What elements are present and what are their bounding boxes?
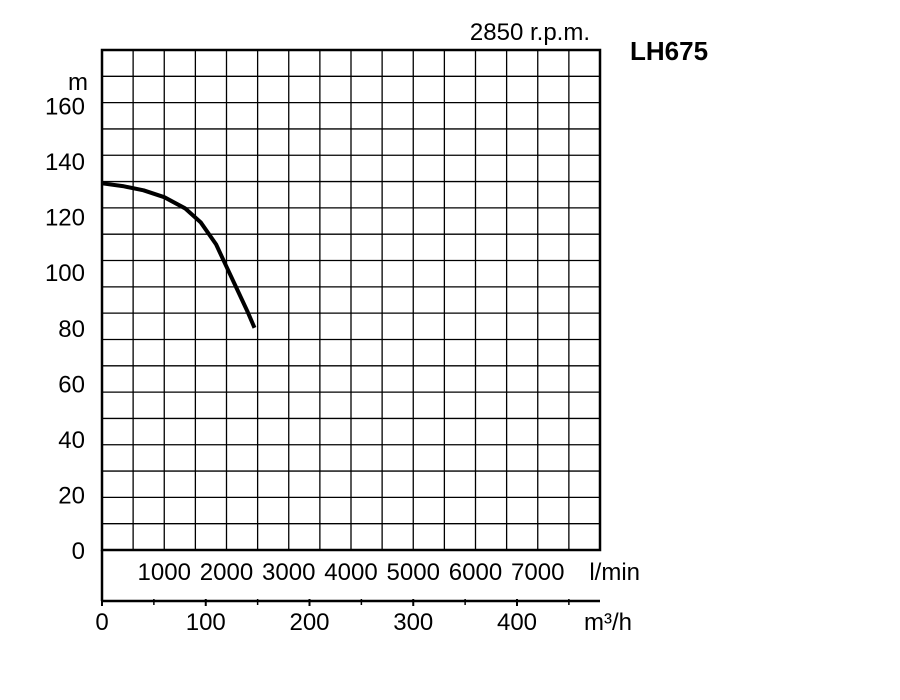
x-tick-label: 100 [186,609,226,636]
x2-tick-label: 6000 [449,559,502,586]
axes [100,48,602,606]
x-tick-label: 300 [393,609,433,636]
plot-frame [100,48,602,552]
y-axis-label: m [68,69,88,96]
x2-tick-label: 5000 [387,559,440,586]
y-tick-label: 60 [58,371,85,398]
y-tick-label: 160 [45,94,85,121]
y-tick-label: 0 [72,538,85,565]
x2-tick-label: 4000 [324,559,377,586]
y-tick-label: 20 [58,482,85,509]
y-tick-label: 120 [45,205,85,232]
chart-title: LH675 [630,36,708,66]
x-tick-label: 200 [289,609,329,636]
chart-subtitle: 2850 r.p.m. [470,19,590,46]
x2-tick-label: 7000 [511,559,564,586]
y-tick-label: 100 [45,260,85,287]
x-tick-label: 0 [95,609,108,636]
grid [102,50,600,550]
x2-tick-label: 2000 [200,559,253,586]
x2-tick-label: 1000 [138,559,191,586]
performance-curve [101,181,257,329]
x-tick-label: 400 [497,609,537,636]
y-tick-label: 40 [58,427,85,454]
x-axis-label: m³/h [584,609,632,636]
y-tick-label: 80 [58,316,85,343]
x2-tick-label: 3000 [262,559,315,586]
y-tick-label: 140 [45,149,85,176]
x2-axis-label: l/min [589,559,640,586]
curve-layer [101,181,257,329]
